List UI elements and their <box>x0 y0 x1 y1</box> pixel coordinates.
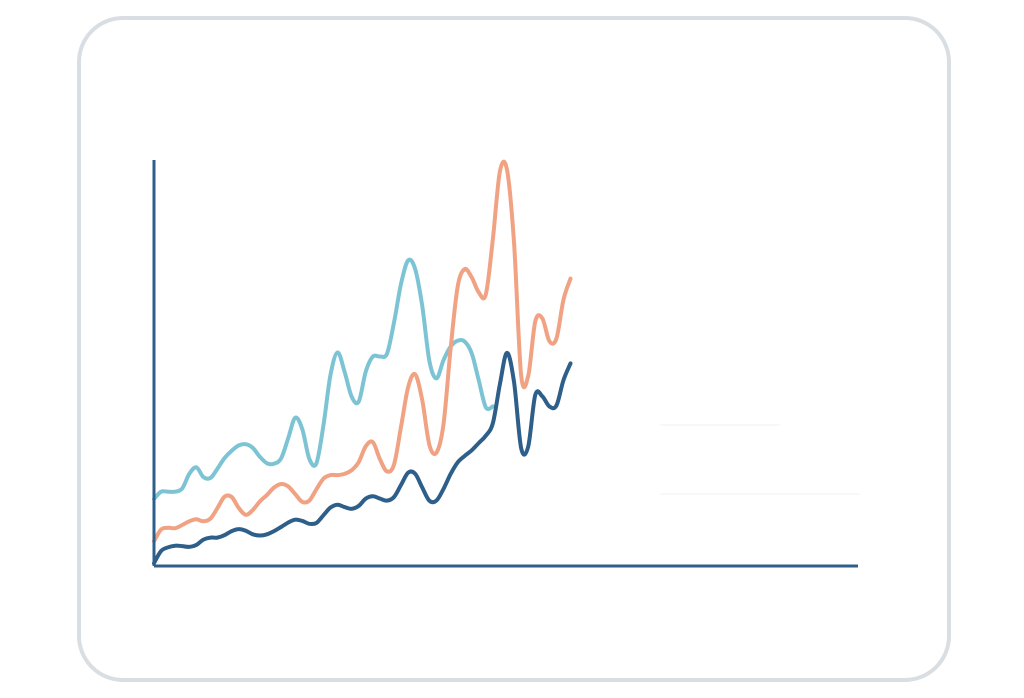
series-line-1 <box>152 257 495 501</box>
chart-card <box>77 16 951 682</box>
series-layer <box>152 159 573 566</box>
grid-layer <box>660 424 860 495</box>
axis-layer <box>152 160 858 568</box>
series-line-2 <box>152 159 573 544</box>
series-line-3 <box>152 350 573 566</box>
